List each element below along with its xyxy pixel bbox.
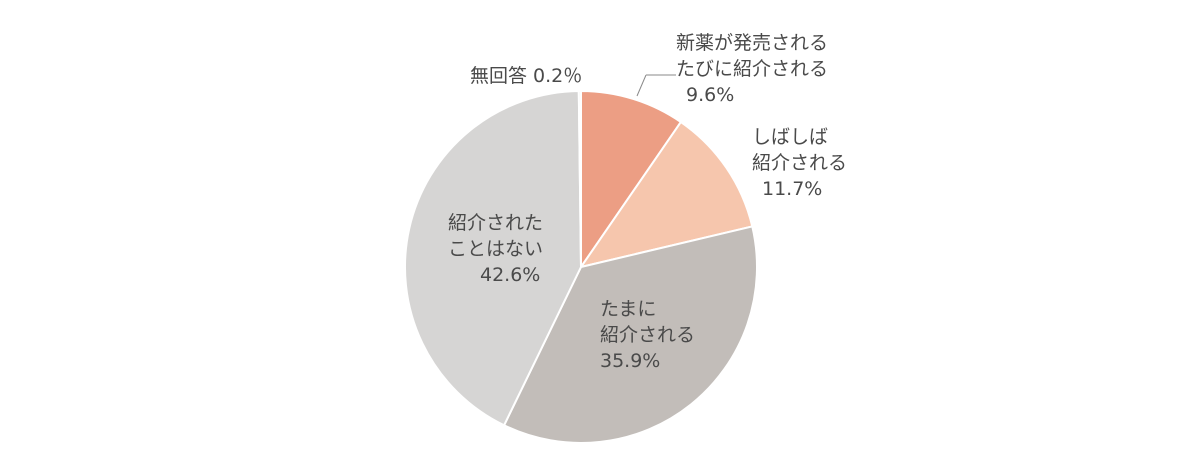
label-new-drug-pct: 9.6% [686,84,735,106]
label-sometimes: たまに 紹介される 35.9% [600,296,695,374]
label-never-pct: 42.6% [480,264,541,286]
label-often: しばしば 紹介される 11.7% [752,124,847,202]
label-no-answer-text: 無回答 0.2％ [470,65,583,87]
label-never-line2: ことはない [448,238,544,260]
label-no-answer: 無回答 0.2％ [470,63,582,89]
label-often-pct: 11.7% [762,178,823,200]
label-sometimes-line1: たまに [600,298,657,320]
leader-line-new-drug [636,74,647,97]
slice-never [403,89,583,427]
label-new-drug: 新薬が発売される たびに紹介される 9.6% [676,30,828,108]
label-often-line2: 紹介される [752,152,848,174]
slice-often [578,120,754,269]
label-often-line1: しばしば [752,126,829,148]
slice-new-drug [580,89,683,271]
pie-slices [403,89,758,444]
slice-sometimes [502,225,758,444]
label-sometimes-pct: 35.9% [600,350,661,372]
label-sometimes-line2: 紹介される [600,324,696,346]
label-never: 紹介された ことはない 42.6% [448,210,543,288]
slice-no-answer [577,89,582,268]
label-new-drug-line2: たびに紹介される [676,58,829,80]
label-never-line1: 紹介された [448,212,544,234]
label-new-drug-line1: 新薬が発売される [676,32,829,54]
